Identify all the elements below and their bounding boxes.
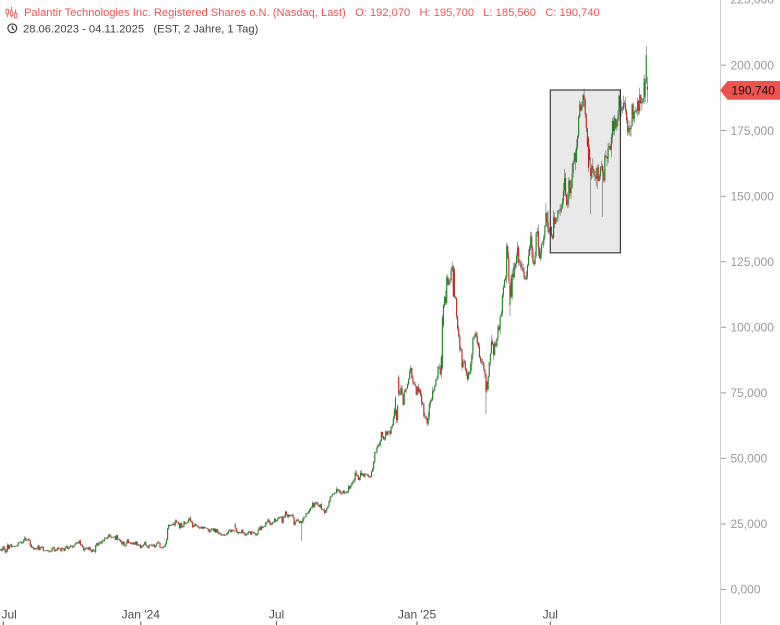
svg-text:200,000: 200,000 [731,58,775,72]
svg-text:175,000: 175,000 [731,124,775,138]
svg-text:Jan '25: Jan '25 [398,608,437,622]
svg-text:0,000: 0,000 [731,583,761,597]
svg-text:Jul: Jul [269,608,284,622]
svg-text:Palantir Technologies Inc. Reg: Palantir Technologies Inc. Registered Sh… [24,7,600,19]
svg-text:225,000: 225,000 [731,0,775,7]
svg-text:25,000: 25,000 [731,517,768,531]
svg-text:150,000: 150,000 [731,189,775,203]
svg-text:Jan '24: Jan '24 [122,608,161,622]
svg-text:50,000: 50,000 [731,452,768,466]
svg-text:100,000: 100,000 [731,321,775,335]
svg-text:28.06.2023 - 04.11.2025 (EST: 28.06.2023 - 04.11.2025 (EST, 2 Jahre, 1… [23,23,259,35]
svg-text:75,000: 75,000 [731,386,768,400]
svg-text:Jul: Jul [2,608,17,622]
svg-text:Jul: Jul [543,608,558,622]
svg-text:190,740: 190,740 [732,84,776,98]
svg-text:125,000: 125,000 [731,255,775,269]
